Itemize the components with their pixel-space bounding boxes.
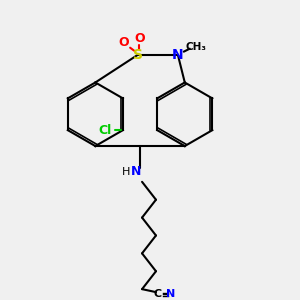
Text: C: C <box>154 289 162 299</box>
Text: N: N <box>172 48 184 62</box>
Text: O: O <box>135 32 146 45</box>
Text: S: S <box>133 48 143 62</box>
Text: N: N <box>131 165 141 178</box>
Text: Cl: Cl <box>98 124 112 137</box>
Text: H: H <box>122 167 130 177</box>
Text: N: N <box>166 289 176 299</box>
Text: O: O <box>119 36 130 49</box>
Text: CH₃: CH₃ <box>185 42 206 52</box>
